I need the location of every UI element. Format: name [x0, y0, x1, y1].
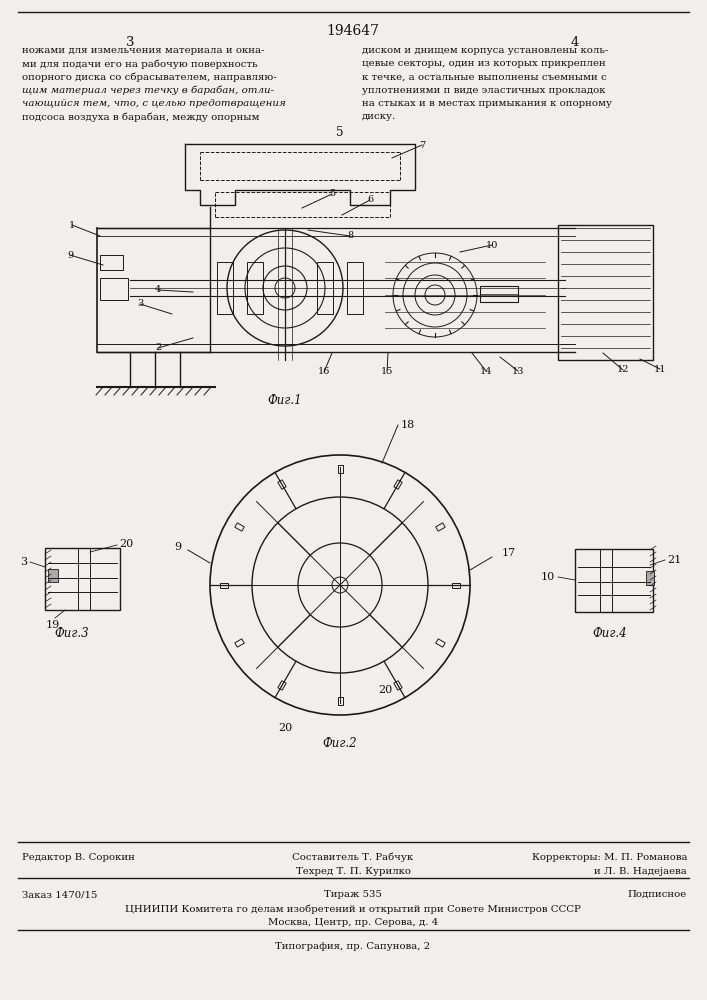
Text: 15: 15: [381, 367, 393, 376]
Text: 5: 5: [337, 126, 344, 139]
Text: Редактор В. Сорокин: Редактор В. Сорокин: [22, 853, 135, 862]
Text: 3: 3: [20, 557, 27, 567]
Text: 9: 9: [175, 542, 182, 552]
Text: 19: 19: [46, 620, 60, 630]
Text: Фиг.2: Фиг.2: [322, 737, 357, 750]
Bar: [337, 465, 342, 473]
Bar: [394, 480, 402, 489]
Text: диском и днищем корпуса установлены коль-: диском и днищем корпуса установлены коль…: [362, 46, 609, 55]
Text: 4: 4: [155, 286, 161, 294]
Text: 194647: 194647: [327, 24, 380, 38]
Text: 21: 21: [667, 555, 682, 565]
Bar: [646, 571, 654, 585]
Bar: [100, 278, 128, 300]
Bar: [558, 225, 653, 360]
Text: 12: 12: [617, 365, 629, 374]
Text: Фиг.3: Фиг.3: [54, 627, 89, 640]
Bar: [220, 582, 228, 587]
Text: 18: 18: [401, 420, 415, 430]
Text: 13: 13: [512, 366, 525, 375]
Bar: [436, 523, 445, 531]
Text: и Л. В. Надеjaева: и Л. В. Надеjaева: [595, 867, 687, 876]
Text: Заказ 1470/15: Заказ 1470/15: [22, 890, 98, 899]
Bar: [317, 262, 333, 314]
Text: уплотнениями п виде эластичных прокладок: уплотнениями п виде эластичных прокладок: [362, 86, 605, 95]
Text: Техред Т. П. Курилко: Техред Т. П. Курилко: [296, 867, 411, 876]
Text: 20: 20: [278, 723, 292, 733]
Bar: [217, 262, 233, 314]
Text: 3: 3: [137, 300, 143, 308]
Text: 10: 10: [541, 572, 555, 582]
Text: к течке, а остальные выполнены съемными с: к течке, а остальные выполнены съемными …: [362, 72, 607, 81]
Text: цевые секторы, один из которых прикреплен: цевые секторы, один из которых прикрепле…: [362, 59, 606, 68]
Text: ножами для измельчения материала и окна-: ножами для измельчения материала и окна-: [22, 46, 264, 55]
Bar: [480, 286, 518, 302]
Text: чающийся тем, что, с целью предотвращения: чающийся тем, что, с целью предотвращени…: [22, 99, 286, 108]
Text: на стыках и в местах примыкания к опорному: на стыках и в местах примыкания к опорно…: [362, 99, 612, 108]
Bar: [48, 569, 58, 582]
Bar: [278, 681, 286, 690]
Text: Москва, Центр, пр. Серова, д. 4: Москва, Центр, пр. Серова, д. 4: [268, 918, 438, 927]
Bar: [347, 262, 363, 314]
Bar: [394, 681, 402, 690]
Text: 20: 20: [378, 685, 392, 695]
Text: 14: 14: [480, 366, 492, 375]
Bar: [278, 480, 286, 489]
Text: Тираж 535: Тираж 535: [324, 890, 382, 899]
Text: 20: 20: [119, 539, 133, 549]
Text: Фиг.4: Фиг.4: [592, 627, 627, 640]
Bar: [452, 582, 460, 587]
Text: Подписное: Подписное: [628, 890, 687, 899]
Text: подсоса воздуха в барабан, между опорным: подсоса воздуха в барабан, между опорным: [22, 112, 259, 121]
Bar: [436, 639, 445, 647]
Text: 6: 6: [367, 196, 373, 205]
Text: 11: 11: [654, 364, 666, 373]
Text: 1: 1: [69, 221, 75, 230]
Bar: [45, 548, 120, 610]
Text: щим материал через течку в барабан, отли-: щим материал через течку в барабан, отли…: [22, 86, 274, 95]
Text: 17: 17: [502, 548, 516, 558]
Text: ЦНИИПИ Комитета го делам изобретений и открытий при Совете Министров СССР: ЦНИИПИ Комитета го делам изобретений и о…: [125, 904, 581, 914]
Text: 7: 7: [419, 140, 425, 149]
Text: диску.: диску.: [362, 112, 396, 121]
Text: 2: 2: [155, 344, 161, 353]
Text: 3: 3: [126, 36, 134, 49]
Bar: [235, 523, 244, 531]
Text: Типография, пр. Сапунова, 2: Типография, пр. Сапунова, 2: [276, 942, 431, 951]
Bar: [575, 549, 653, 612]
Text: Корректоры: М. П. Романова: Корректоры: М. П. Романова: [532, 853, 687, 862]
Text: Фиг.1: Фиг.1: [268, 394, 303, 407]
Text: Составитель Т. Рабчук: Составитель Т. Рабчук: [293, 853, 414, 862]
Text: 9: 9: [67, 250, 73, 259]
Bar: [247, 262, 263, 314]
Text: 10: 10: [486, 240, 498, 249]
Text: 4: 4: [571, 36, 579, 49]
Bar: [100, 255, 123, 270]
Bar: [235, 639, 244, 647]
Text: 16: 16: [318, 367, 330, 376]
Text: опорного диска со сбрасывателем, направляю-: опорного диска со сбрасывателем, направл…: [22, 72, 276, 82]
Text: ми для подачи его на рабочую поверхность: ми для подачи его на рабочую поверхность: [22, 59, 257, 69]
Text: 5: 5: [329, 190, 335, 198]
Bar: [337, 697, 342, 705]
Text: 8: 8: [347, 232, 353, 240]
